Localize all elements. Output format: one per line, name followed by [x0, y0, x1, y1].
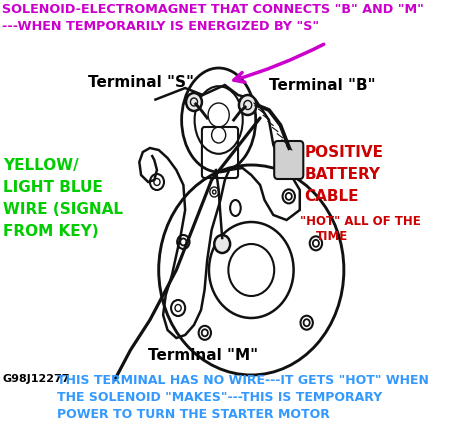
Text: "HOT" ALL OF THE: "HOT" ALL OF THE [300, 215, 420, 228]
FancyBboxPatch shape [274, 141, 303, 179]
Text: Terminal "M": Terminal "M" [148, 348, 258, 363]
Text: YELLOW/: YELLOW/ [3, 158, 78, 173]
Text: G98J12277: G98J12277 [3, 374, 70, 384]
Text: FROM KEY): FROM KEY) [3, 224, 98, 239]
Text: SOLENOID-ELECTROMAGNET THAT CONNECTS "B" AND "M": SOLENOID-ELECTROMAGNET THAT CONNECTS "B"… [2, 3, 424, 16]
Text: THIS TERMINAL HAS NO WIRE---IT GETS "HOT" WHEN: THIS TERMINAL HAS NO WIRE---IT GETS "HOT… [57, 374, 429, 387]
Text: CABLE: CABLE [304, 189, 359, 204]
Circle shape [214, 235, 230, 253]
Text: POSITIVE: POSITIVE [304, 145, 383, 160]
Text: WIRE (SIGNAL: WIRE (SIGNAL [3, 202, 123, 217]
Text: THE SOLENOID "MAKES"---THIS IS TEMPORARY: THE SOLENOID "MAKES"---THIS IS TEMPORARY [57, 391, 383, 404]
Circle shape [239, 95, 256, 115]
Text: TIME: TIME [316, 230, 348, 243]
Text: ---WHEN TEMPORARILY IS ENERGIZED BY "S": ---WHEN TEMPORARILY IS ENERGIZED BY "S" [2, 20, 319, 33]
Text: POWER TO TURN THE STARTER MOTOR: POWER TO TURN THE STARTER MOTOR [57, 408, 330, 421]
Text: Terminal "S": Terminal "S" [88, 75, 194, 90]
Text: BATTERY: BATTERY [304, 167, 380, 182]
Circle shape [186, 93, 202, 111]
Text: Terminal "B": Terminal "B" [269, 78, 375, 93]
Text: LIGHT BLUE: LIGHT BLUE [3, 180, 102, 195]
